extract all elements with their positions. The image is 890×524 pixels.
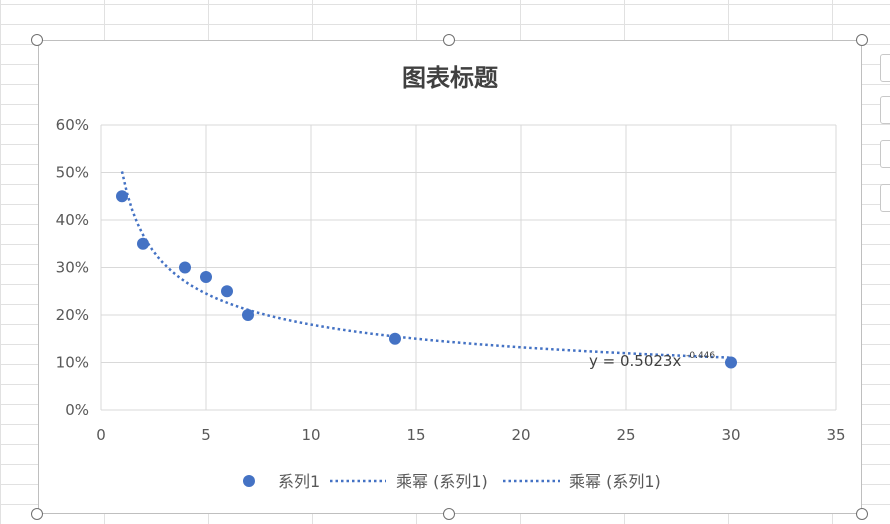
resize-handle-top[interactable] — [443, 34, 455, 46]
x-tick-label: 0 — [96, 426, 106, 444]
svg-text:y = 0.5023x -0.446: y = 0.5023x -0.446 — [589, 351, 715, 370]
resize-handle-bottom[interactable] — [443, 508, 455, 520]
x-tick-label: 35 — [826, 426, 845, 444]
legend-label-trendline-2: 乘幂 (系列1) — [569, 472, 661, 491]
y-tick-label: 10% — [56, 354, 89, 372]
equation-base: y = 0.5023x — [589, 352, 681, 370]
chart-elements-button[interactable] — [880, 54, 890, 82]
legend-marker-series1 — [243, 475, 255, 487]
chart-styles-button[interactable] — [880, 96, 890, 124]
y-tick-label: 50% — [56, 164, 89, 182]
legend-label-series1: 系列1 — [278, 472, 320, 491]
power-trendline — [120, 171, 732, 359]
legend-label-trendline-1: 乘幂 (系列1) — [396, 472, 488, 491]
gridlines — [100, 124, 837, 411]
data-point — [179, 261, 191, 274]
data-points — [116, 190, 737, 369]
axis-tick-labels: 0 5 10 15 20 25 30 35 0% 10% 20% 30% 40% 50% 60% — [56, 116, 846, 444]
x-tick-label: 10 — [301, 426, 320, 444]
legend[interactable]: 系列1 乘幂 (系列1) 乘幂 (系列1) — [243, 472, 661, 491]
y-tick-label: 20% — [56, 306, 89, 324]
y-tick-label: 0% — [65, 401, 89, 419]
x-tick-label: 20 — [511, 426, 530, 444]
trendlines — [120, 171, 732, 359]
y-tick-label: 40% — [56, 211, 89, 229]
chart-layout-button[interactable] — [880, 184, 890, 212]
data-point — [137, 237, 149, 250]
resize-handle-bottom-left[interactable] — [31, 508, 43, 520]
chart-area[interactable] — [38, 40, 862, 514]
data-point — [725, 356, 737, 369]
x-tick-label: 5 — [201, 426, 211, 444]
data-point — [389, 332, 401, 345]
data-point — [221, 285, 233, 298]
data-point — [200, 271, 212, 283]
chart-filters-button[interactable] — [880, 140, 890, 168]
resize-handle-top-left[interactable] — [31, 34, 43, 46]
chart-title[interactable]: 图表标题 — [402, 64, 498, 92]
trendline-equation-label[interactable]: y = 0.5023x -0.446 — [589, 351, 715, 370]
resize-handle-bottom-right[interactable] — [856, 508, 868, 520]
x-tick-label: 25 — [616, 426, 635, 444]
equation-exponent: -0.446 — [686, 351, 715, 361]
y-tick-label: 30% — [56, 259, 89, 277]
resize-handle-top-right[interactable] — [856, 34, 868, 46]
y-tick-label: 60% — [56, 116, 89, 134]
x-tick-label: 30 — [721, 426, 740, 444]
data-point — [242, 309, 254, 321]
data-point — [116, 190, 128, 203]
x-tick-label: 15 — [406, 426, 425, 444]
